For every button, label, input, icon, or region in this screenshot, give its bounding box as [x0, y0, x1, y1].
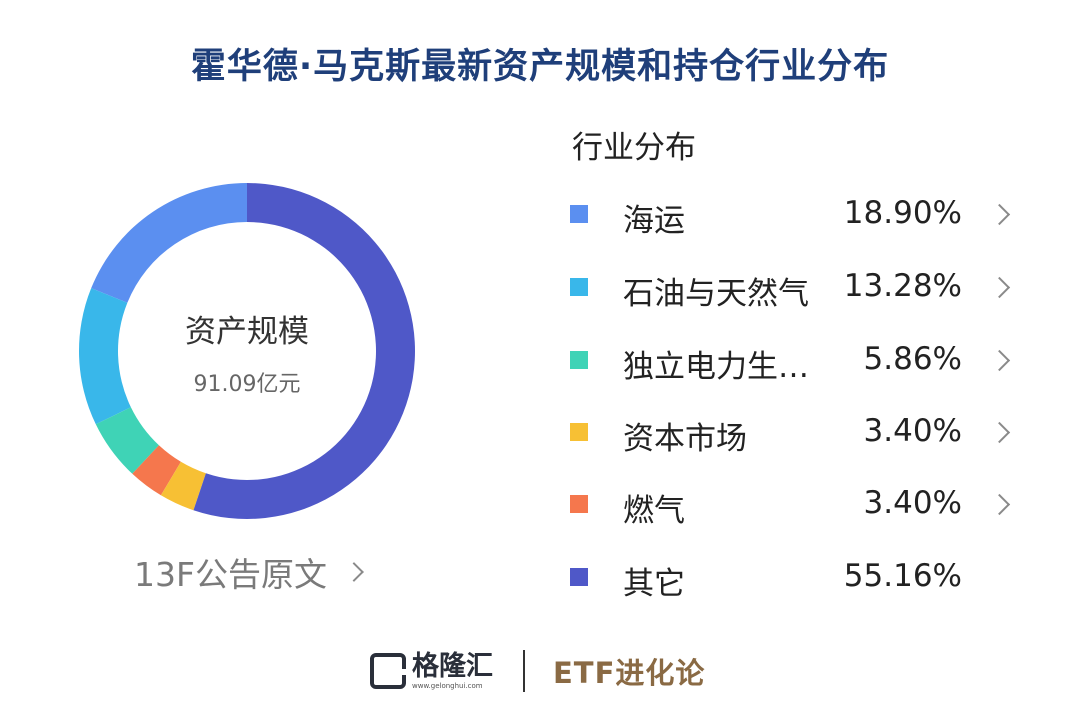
legend-value: 5.86% [863, 341, 962, 377]
footer: 格隆汇 www.gelonghui.com ETF进化论 [370, 648, 705, 694]
donut-chart [78, 183, 415, 519]
filing-link-label: 13F公告原文 [134, 555, 327, 594]
legend-item: 其它 55.16% [568, 553, 1038, 603]
legend-swatch [570, 568, 588, 586]
legend-swatch [570, 205, 588, 223]
donut-center-label: 资产规模 [185, 314, 309, 350]
legend-label: 燃气 [623, 493, 685, 529]
legend-value: 3.40% [863, 485, 962, 521]
legend-item[interactable]: 资本市场 3.40% [568, 408, 1038, 458]
legend-swatch [570, 423, 588, 441]
legend-value: 55.16% [843, 558, 962, 594]
logo-url: www.gelonghui.com [412, 681, 483, 690]
donut-slice-0 [91, 183, 248, 303]
chevron-right-icon [344, 562, 364, 582]
legend-label: 资本市场 [623, 421, 747, 457]
legend-item[interactable]: 海运 18.90% [568, 190, 1038, 240]
donut-slice-2 [95, 407, 159, 474]
legend-value: 3.40% [863, 413, 962, 449]
donut-center-value: 91.09亿元 [193, 372, 301, 397]
legend-item[interactable]: 独立电力生… 5.86% [568, 336, 1038, 386]
logo-text: 格隆汇 [412, 650, 493, 682]
legend-swatch [570, 278, 588, 296]
legend-label: 独立电力生… [623, 349, 809, 385]
chevron-right-icon[interactable] [988, 203, 1011, 226]
legend-swatch [570, 495, 588, 513]
donut-slice-4 [132, 445, 181, 496]
legend-value: 13.28% [843, 268, 962, 304]
legend-label: 海运 [623, 203, 685, 239]
legend-label: 其它 [623, 566, 685, 602]
chevron-right-icon[interactable] [988, 276, 1011, 299]
divider [523, 650, 525, 692]
brand-name: ETF进化论 [553, 656, 706, 690]
donut-slice-5 [193, 183, 415, 519]
gelonghui-logo: 格隆汇 www.gelonghui.com [412, 653, 493, 690]
legend-item[interactable]: 石油与天然气 13.28% [568, 263, 1038, 313]
chevron-right-icon[interactable] [988, 493, 1011, 516]
legend-title: 行业分布 [572, 130, 696, 166]
chevron-right-icon[interactable] [988, 421, 1011, 444]
page-title: 霍华德·马克斯最新资产规模和持仓行业分布 [190, 47, 890, 87]
chevron-right-icon[interactable] [988, 349, 1011, 372]
gelonghui-logo-icon [370, 653, 406, 689]
legend-swatch [570, 351, 588, 369]
donut-slice-3 [160, 461, 206, 511]
legend-label: 石油与天然气 [623, 276, 809, 312]
filing-link[interactable]: 13F公告原文 [134, 548, 364, 596]
legend-value: 18.90% [843, 195, 962, 231]
donut-slice-1 [78, 288, 131, 425]
legend-item[interactable]: 燃气 3.40% [568, 480, 1038, 530]
